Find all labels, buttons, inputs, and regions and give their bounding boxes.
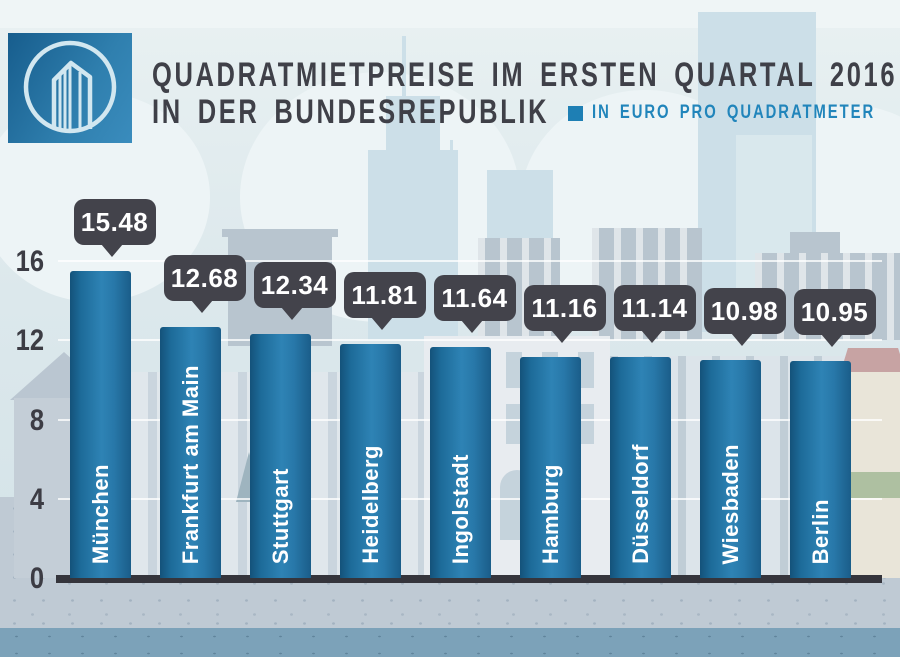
pink-house-base xyxy=(846,472,900,498)
water-band xyxy=(0,628,900,657)
bar-city-label: Heidelberg xyxy=(357,445,383,564)
y-axis-tick-label: 12 xyxy=(15,324,44,358)
value-callout: 12.68 xyxy=(163,255,246,313)
bar-Wiesbaden: Wiesbaden xyxy=(700,360,761,578)
callout-tail-icon xyxy=(281,307,304,320)
value-label: 10.98 xyxy=(710,295,779,326)
bar-Berlin: Berlin xyxy=(790,361,851,578)
callout-tail-icon xyxy=(101,244,124,257)
y-axis-tick-label: 4 xyxy=(29,482,44,516)
background-spire xyxy=(402,36,406,104)
value-label: 12.68 xyxy=(170,262,239,293)
value-callout: 15.48 xyxy=(73,199,156,257)
gridline-16 xyxy=(58,260,882,262)
value-label: 11.81 xyxy=(351,279,418,310)
value-label: 12.34 xyxy=(260,269,329,300)
value-label: 10.95 xyxy=(800,296,869,327)
value-callout: 11.16 xyxy=(523,285,606,343)
bar-city-label: Berlin xyxy=(807,498,833,564)
callout-tail-icon xyxy=(461,320,484,333)
title-line-1: QUADRATMIETPREISE IM ERSTEN QUARTAL 2016 xyxy=(152,56,898,94)
value-callout: 12.34 xyxy=(253,262,336,320)
bar-Stuttgart: Stuttgart xyxy=(250,334,311,578)
legend-swatch-icon xyxy=(568,105,583,121)
y-axis-tick-label: 0 xyxy=(29,562,44,595)
callout-tail-icon xyxy=(551,330,574,343)
bar-Ingolstadt: Ingolstadt xyxy=(430,347,491,578)
bar-city-label: Wiesbaden xyxy=(717,443,743,564)
bar-city-label: Ingolstadt xyxy=(447,453,473,564)
background-building-ledge xyxy=(222,229,338,237)
bar-Heidelberg: Heidelberg xyxy=(340,344,401,578)
callout-tail-icon xyxy=(191,300,214,313)
background-tower-top xyxy=(386,96,440,154)
background-roof-box xyxy=(790,232,840,254)
bar-label-wrap: Ingolstadt xyxy=(430,454,491,564)
value-label: 11.64 xyxy=(441,282,508,313)
callout-tail-icon xyxy=(641,330,664,343)
callout-tail-icon xyxy=(731,333,754,346)
value-callout: 10.98 xyxy=(703,288,786,346)
callout-tail-icon xyxy=(371,317,394,330)
value-label: 11.14 xyxy=(621,292,688,323)
background-antenna xyxy=(450,140,453,220)
bar-label-wrap: München xyxy=(70,464,131,564)
bar-city-label: Hamburg xyxy=(537,463,563,564)
callout-tail-icon xyxy=(821,334,844,347)
logo xyxy=(8,33,132,143)
value-label: 11.16 xyxy=(531,292,598,323)
bar-city-label: Düsseldorf xyxy=(627,444,653,564)
y-axis-tick-label: 8 xyxy=(29,403,44,437)
bar-label-wrap: Stuttgart xyxy=(250,468,311,564)
value-callout: 11.81 xyxy=(343,272,426,330)
value-callout: 11.14 xyxy=(613,285,696,343)
bar-Hamburg: Hamburg xyxy=(520,357,581,578)
gridline-12 xyxy=(58,339,882,342)
legend: IN EURO PRO QUADRATMETER xyxy=(568,102,900,124)
bar-label-wrap: Frankfurt am Main xyxy=(160,365,221,564)
value-callout: 10.95 xyxy=(793,289,876,347)
bar-München: München xyxy=(70,271,131,578)
bar-label-wrap: Hamburg xyxy=(520,464,581,564)
title-line-2: IN DER BUNDESREPUBLIK xyxy=(152,93,550,131)
bar-city-label: Stuttgart xyxy=(267,467,293,564)
value-callout: 11.64 xyxy=(433,275,516,333)
bar-label-wrap: Heidelberg xyxy=(340,445,401,564)
y-axis-tick-label: 16 xyxy=(15,245,44,278)
bar-label-wrap: Düsseldorf xyxy=(610,444,671,564)
bar-label-wrap: Berlin xyxy=(790,499,851,564)
value-label: 15.48 xyxy=(80,206,149,237)
legend-label: IN EURO PRO QUADRATMETER xyxy=(592,102,876,123)
bar-Düsseldorf: Düsseldorf xyxy=(610,357,671,578)
bar-label-wrap: Wiesbaden xyxy=(700,444,761,564)
x-axis-baseline xyxy=(56,575,882,583)
bar-Frankfurt am Main: Frankfurt am Main xyxy=(160,327,221,578)
bar-city-label: Frankfurt am Main xyxy=(177,364,203,564)
building-in-circle-icon xyxy=(23,40,117,134)
bar-city-label: München xyxy=(87,463,113,564)
